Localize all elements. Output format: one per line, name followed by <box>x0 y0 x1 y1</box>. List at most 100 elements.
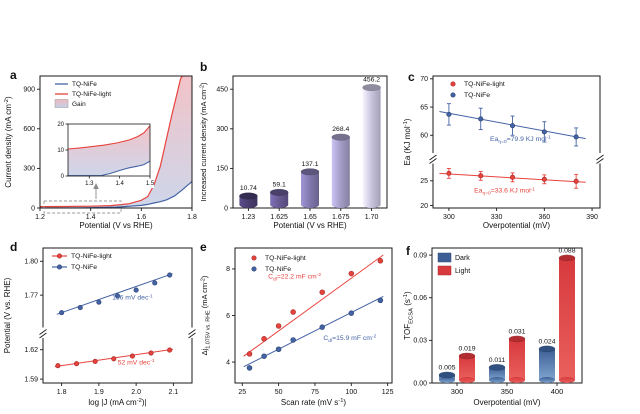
data-point <box>114 293 121 299</box>
x-axis-label: Potential (V vs RHE) <box>79 221 153 230</box>
y-tick-label: 1.59 <box>24 376 38 383</box>
x-tick-label: 360 <box>538 214 550 221</box>
y-axis-label: Current density (mA cm-2) <box>4 96 13 188</box>
y-tick-label: 60 <box>420 133 428 140</box>
x-tick-label: 1.23 <box>242 214 256 221</box>
data-point <box>261 353 267 359</box>
data-point <box>275 323 282 329</box>
bar-top <box>239 192 258 200</box>
bar-top <box>438 371 456 379</box>
tq-nife-light-curve <box>40 76 183 208</box>
axis-break <box>430 153 436 164</box>
legend-label: TQ-NiFe-light <box>71 253 112 260</box>
bar-top <box>558 254 576 262</box>
data-point <box>261 336 267 342</box>
tafel-slope-annotation: 136 mV dec-1 <box>112 293 153 301</box>
inset-y-tick-label: 0 <box>61 174 65 180</box>
y-tick-label: 1.77 <box>24 292 38 299</box>
bar-bottom <box>459 377 475 383</box>
y-tick-label: 0 <box>31 205 35 212</box>
bar-bottom <box>559 377 575 383</box>
bar-value-label: 0.024 <box>538 338 555 345</box>
data-point <box>246 351 253 357</box>
bar-value-label: 137.1 <box>301 161 318 168</box>
bar-bottom <box>439 377 455 383</box>
data-point <box>478 116 484 122</box>
bar-top <box>458 352 476 360</box>
panel-a-letter: a <box>10 68 17 82</box>
bar-top <box>331 133 351 141</box>
bar-body <box>559 257 575 380</box>
y-tick-label: 8 <box>226 266 230 273</box>
panel-f-letter: f <box>406 244 410 258</box>
bar-body <box>509 338 525 380</box>
y-tick-label: 1.80 <box>24 259 38 266</box>
legend-label: TQ-NiFe-light <box>464 81 505 88</box>
legend-label: TQ-NiFe <box>71 264 97 271</box>
data-point <box>251 266 257 272</box>
axis-break-slash <box>429 158 437 164</box>
axis-break-slash <box>596 158 604 164</box>
panel-d: d 136 mV dec-1 52 mV dec-1 TQ-NiFe-light TQ… <box>0 234 200 414</box>
panel-b: b 10.74 1.23 59.1 1.625 137.1 1.65 268.4 1.675 4… <box>196 52 410 234</box>
ea-annotation: Eaη=0=79.9 KJ mol-1 <box>490 135 551 145</box>
bar-value-label: 456.2 <box>363 77 380 84</box>
data-point <box>541 129 547 135</box>
panel-e: e Cdl=22.2 mF cm-2 Cdl=15.9 mF cm-2 TQ-NiF… <box>196 234 410 414</box>
axis-break-slash <box>39 332 47 339</box>
data-point <box>377 258 384 264</box>
panel-f: f 0.005 0.019 300 0.011 0.031 350 0.024 0.088 40… <box>400 234 640 414</box>
data-point <box>167 347 173 353</box>
bar-bottom <box>539 377 555 383</box>
data-point <box>573 134 579 140</box>
data-point <box>509 123 516 129</box>
y-axis-label: Δj1.075V vs. RHE (mA cm-2) <box>200 275 211 355</box>
axis-break-slash <box>429 154 437 161</box>
panel-b-plot: 10.74 1.23 59.1 1.625 137.1 1.65 268.4 1.675 456… <box>199 75 388 230</box>
legend-label: Dark <box>455 255 470 262</box>
bar-value-label: 0.005 <box>438 365 455 372</box>
bar-top <box>362 84 381 91</box>
x-tick-label: 25 <box>238 389 246 396</box>
data-point <box>290 337 296 343</box>
x-axis-label: log |J (mA cm-2)| <box>88 398 146 407</box>
x-tick-label: 400 <box>551 387 564 396</box>
data-point <box>148 350 154 356</box>
plot-frame <box>39 75 193 209</box>
bar-bottom <box>301 201 319 208</box>
y-tick-label: 0.03 <box>413 338 427 345</box>
x-tick-label: 1.70 <box>365 214 379 221</box>
x-tick-label: 125 <box>382 389 394 396</box>
legend-label: TQ-NiFe <box>464 92 490 99</box>
data-point <box>446 170 452 176</box>
y-tick-label: 150 <box>216 166 228 173</box>
bar-value-label: 59.1 <box>273 181 286 188</box>
x-tick-label: 330 <box>491 214 503 221</box>
panel-c: c Eaη=0=79.9 KJ mol-1 Eaη=0=33.6 KJ mol-1… <box>400 52 640 234</box>
cdl-annotation: Cdl=15.9 mF cm-2 <box>323 334 376 344</box>
y-tick-label: 65 <box>420 104 428 111</box>
bar-bottom <box>331 201 350 208</box>
x-axis-label: Overpotential (mV) <box>483 221 550 230</box>
x-tick-label: 2.1 <box>169 389 179 396</box>
y-tick-label: 0.06 <box>413 295 427 302</box>
data-point <box>450 92 456 98</box>
fit-line <box>243 254 384 357</box>
y-tick-label: 70 <box>420 76 428 83</box>
bar-value-label: 0.031 <box>508 328 525 335</box>
y-tick-label: 6 <box>226 313 230 320</box>
y-tick-label: 900 <box>23 87 35 94</box>
y-tick-label: 0.09 <box>413 252 427 259</box>
data-point <box>56 253 63 259</box>
tafel-chart: 136 mV dec-1 52 mV dec-1 TQ-NiFe-light TQ-N… <box>3 247 196 407</box>
bar-top <box>269 188 289 196</box>
data-point <box>73 361 80 367</box>
y-tick-label: 1.62 <box>24 347 38 354</box>
inset-y-tick-label: 20 <box>57 122 64 128</box>
cdl-annotation: Cdl=22.2 mF cm-2 <box>268 272 321 282</box>
inset-plot: 1.3 1.4 1.5 0 10 20 <box>54 120 155 188</box>
data-point <box>377 297 384 304</box>
data-point <box>246 365 253 371</box>
